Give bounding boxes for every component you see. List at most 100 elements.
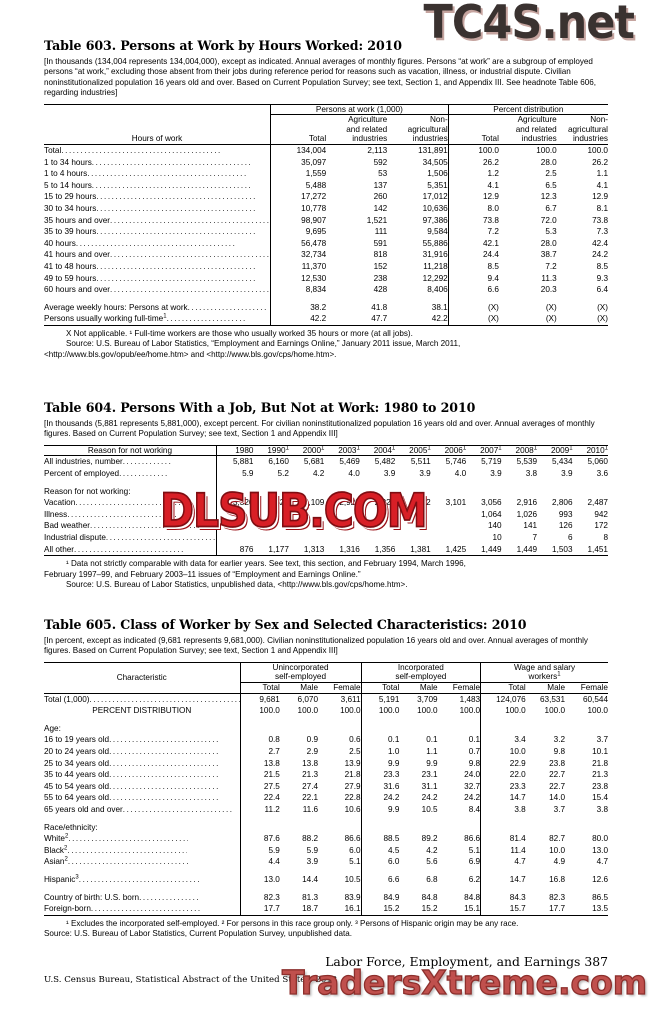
cell-value: 11.6 — [302, 804, 319, 814]
cell-value: 8.4 — [468, 804, 481, 814]
cell-value — [565, 822, 608, 834]
cell-value: 5,511 — [395, 455, 431, 468]
cell-value: 6.5 — [545, 180, 557, 190]
cell-value: 1,177 — [253, 543, 289, 557]
cell-value: 14.7 — [480, 792, 526, 804]
leader-dots: ........................................… — [110, 285, 270, 295]
table-row: 45 to 54 years old .....................… — [44, 780, 608, 793]
cell-value: 5,469 — [324, 455, 360, 468]
cell-value: 6.8 — [426, 874, 438, 884]
cell-value: 18.7 — [279, 903, 319, 916]
cell-value: 23.1 — [421, 770, 438, 780]
table-row: Characteristic Unincorporated Incorporat… — [44, 661, 608, 683]
row-label: Persons usually working full-time1 .....… — [44, 313, 271, 326]
cell-value: 9.9 — [360, 757, 400, 770]
cell-value: 14.4 — [302, 874, 319, 884]
col-total-1-label: Total — [270, 134, 327, 145]
table-605-notes: ¹ Excludes the incorporated self-employe… — [44, 919, 608, 940]
cell-value: 9.3 — [596, 273, 608, 283]
cell-value: 111 — [374, 227, 388, 237]
cell-value: 21.3 — [592, 770, 608, 780]
col-group-incorporated-l1: Incorporated — [360, 661, 481, 673]
table-row: Average weekly hours: Persons at work ..… — [44, 301, 608, 314]
cell-value: 11.3 — [541, 273, 557, 283]
cell-value: 100.0 — [556, 143, 608, 157]
cell-value: 1,506 — [427, 169, 448, 179]
cell-value — [324, 486, 359, 498]
cell-value: 15.2 — [360, 903, 400, 916]
cell-value: 55,886 — [422, 238, 448, 248]
table-604: Reason for not working 1980 19901 20001 200… — [44, 444, 608, 557]
col-header-year: 20091 — [537, 444, 573, 456]
row-label: Age: — [44, 723, 61, 733]
row-spacer — [44, 295, 608, 302]
table-604-notes: ¹ Data not strictly comparable with data… — [44, 559, 608, 590]
cell-value: 24.2 — [464, 793, 481, 803]
cell-value: 9,681 — [239, 692, 280, 706]
cell-value: 16.8 — [549, 874, 566, 884]
cell-value: 12.9 — [447, 191, 499, 203]
col-total-2 — [447, 114, 499, 125]
cell-value: 1,521 — [366, 215, 388, 225]
cell-value: 3.8 — [596, 804, 608, 814]
cell-value: 3.8 — [525, 469, 538, 478]
row-label: 1 to 4 hours ...........................… — [44, 168, 271, 180]
cell-value — [324, 532, 359, 544]
cell-value: 7.3 — [596, 227, 608, 237]
cell-value: 82.3 — [239, 891, 280, 904]
cell-value — [565, 723, 608, 735]
cell-value: 6.4 — [596, 285, 608, 295]
cell-value: 23.3 — [480, 780, 526, 793]
table-row: Vacation ...............................… — [44, 497, 608, 509]
cell-value: 4.4 — [239, 856, 280, 868]
cell-value: 1,356 — [359, 543, 396, 557]
cell-value: 63,531 — [525, 692, 566, 706]
cell-value: 12.9 — [592, 192, 608, 202]
cell-value: 3.9 — [306, 857, 319, 867]
row-label: 30 to 34 hours .........................… — [44, 203, 271, 215]
cell-value: 876 — [215, 543, 254, 557]
row-spacer — [44, 815, 608, 822]
cell-value: 100.0 — [459, 706, 481, 716]
row-label: Illness ................................… — [44, 509, 178, 519]
cell-value: 6.9 — [468, 857, 481, 867]
cell-value: 2.7 — [239, 745, 280, 758]
cell-value: 24.2 — [360, 792, 400, 804]
table-row: Agriculture Non- Agriculture Non- — [44, 114, 608, 125]
cell-value: 13.0 — [592, 845, 608, 855]
cell-value: 11,218 — [423, 261, 448, 271]
leader-dots: ........................................… — [109, 746, 220, 756]
cell-value: 81.4 — [480, 833, 526, 845]
leader-dots: ........................................… — [90, 904, 201, 914]
table-row: Hours of work and related agricultural a… — [44, 124, 608, 143]
cell-value: 3,529 — [268, 498, 289, 508]
col-group-persons-at-work: Persons at work (1,000) — [270, 103, 449, 116]
row-label: White2 .................................… — [44, 833, 188, 844]
row-label: 35 hours and over ......................… — [44, 215, 271, 227]
cell-value: 1.1 — [596, 169, 608, 179]
cell-value: 8,834 — [270, 284, 327, 296]
table-row: Industrial dispute .....................… — [44, 531, 608, 544]
note-line: <http://www.bls.gov/opub/ee/home.htm> an… — [44, 349, 337, 359]
cell-value: 73.8 — [592, 215, 608, 225]
cell-value: 100.0 — [239, 705, 280, 717]
row-label: All industries, number .................… — [44, 455, 217, 468]
cell-value: 0.1 — [360, 734, 400, 746]
col-header-year: 20051 — [395, 444, 431, 456]
cell-value — [318, 723, 361, 735]
footer-section-page: Labor Force, Employment, and Earnings 38… — [325, 954, 608, 969]
table-row: 30 to 34 hours .........................… — [44, 202, 608, 215]
cell-value: 87.6 — [239, 833, 280, 845]
col-header-year: 20041 — [359, 444, 396, 456]
col-subheader: Total — [239, 682, 280, 694]
table-604-title: Table 604. Persons With a Job, But Not a… — [44, 400, 476, 415]
cell-value: 2.5 — [349, 746, 361, 756]
row-label: 35 to 44 years old .....................… — [44, 770, 220, 780]
row-label: Asian2 .................................… — [44, 856, 188, 867]
table-row: Age: — [44, 722, 608, 735]
table-603-block: Table 603. Persons at Work by Hours Work… — [44, 38, 608, 360]
table-row: 35 to 44 years old .....................… — [44, 769, 608, 781]
cell-value: 42.4 — [592, 238, 608, 248]
cell-value: 5,351 — [427, 180, 448, 190]
stub-header-603: Hours of work — [131, 134, 183, 144]
